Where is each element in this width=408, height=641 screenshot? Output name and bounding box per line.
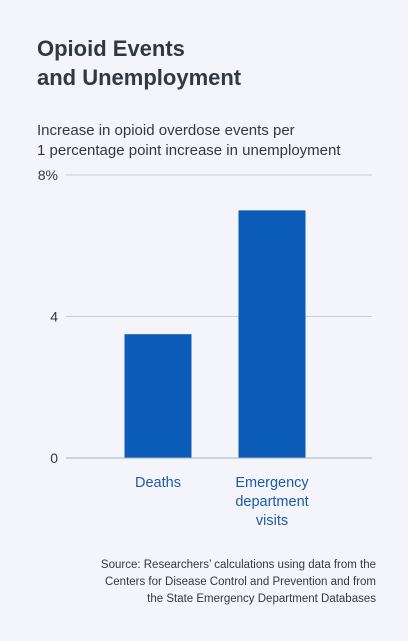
chart-subtitle-line-2: 1 percentage point increase in unemploym… (37, 142, 341, 159)
x-category-label-1-line-1: department (235, 494, 308, 510)
y-tick-label-2: 8% (38, 167, 58, 183)
chart-title: Opioid Events and Unemployment (37, 34, 377, 92)
x-category-label-0-line-0: Deaths (135, 475, 181, 491)
source-line-2: Centers for Disease Control and Preventi… (104, 576, 376, 588)
x-category-label-1-line-0: Emergency (235, 475, 309, 491)
chart-title-line-2: and Unemployment (37, 65, 242, 90)
source-line-3: the State Emergency Department Databases (147, 593, 376, 605)
source-line-1: Source: Researchers’ calculations using … (100, 559, 376, 571)
bar-1 (238, 210, 306, 458)
chart-title-line-1: Opioid Events (37, 36, 185, 61)
chart-subtitle: Increase in opioid overdose events per 1… (37, 121, 387, 161)
y-tick-label-0: 0 (50, 450, 58, 466)
source-note: Source: Researchers’ calculations using … (20, 557, 376, 608)
y-tick-label-1: 4 (50, 309, 58, 325)
bar-0 (124, 334, 192, 458)
chart-subtitle-line-1: Increase in opioid overdose events per (37, 122, 295, 139)
x-category-label-1-line-2: visits (256, 513, 288, 529)
